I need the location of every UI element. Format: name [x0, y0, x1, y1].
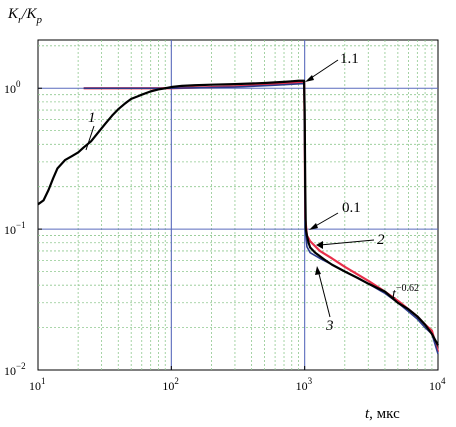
curve-label-2: 2: [377, 232, 385, 248]
y-tick-label: 10−1: [4, 220, 26, 237]
y-axis-title: Kr/Kp: [7, 6, 42, 26]
annotation-0-1: 0.1: [342, 200, 361, 216]
minor-grid: [38, 40, 438, 370]
annotation-1-1: 1.1: [340, 51, 359, 67]
power-law-label: t−0.62: [392, 283, 419, 302]
x-tick-label: 101: [29, 376, 46, 393]
y-tick-label: 10−2: [4, 361, 26, 378]
arrow-3: [317, 269, 331, 318]
arrow-2-head: [316, 241, 323, 249]
ticks-layer: 101 102 103 104 10−2 10−1 100: [4, 79, 446, 393]
x-tick-label: 103: [296, 376, 313, 393]
x-axis-title: t, мкс: [365, 406, 400, 422]
y-tick-label: 100: [4, 79, 21, 96]
x-tick-label: 104: [429, 376, 446, 393]
arrow-2: [319, 239, 375, 246]
plot-area: [37, 39, 439, 371]
curve-label-1-pointer: [85, 125, 95, 151]
x-tick-label: 102: [162, 376, 179, 393]
arrow-1-1-head: [305, 75, 314, 82]
arrow-3-head: [315, 266, 321, 275]
curve-label-1: 1: [88, 110, 96, 126]
arrow-1-1: [307, 59, 339, 81]
curve-label-3: 3: [325, 318, 334, 334]
annotations: 1.1 0.1 1 2 3 t−0.62: [85, 51, 419, 334]
arrow-0-1-head: [309, 223, 318, 230]
